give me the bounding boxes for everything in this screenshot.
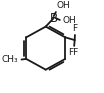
Text: CH₃: CH₃ [1, 55, 18, 64]
Text: OH: OH [56, 1, 70, 10]
Text: B: B [50, 12, 58, 25]
Text: F: F [73, 24, 78, 33]
Text: FF: FF [69, 48, 79, 57]
Text: OH: OH [62, 16, 76, 25]
